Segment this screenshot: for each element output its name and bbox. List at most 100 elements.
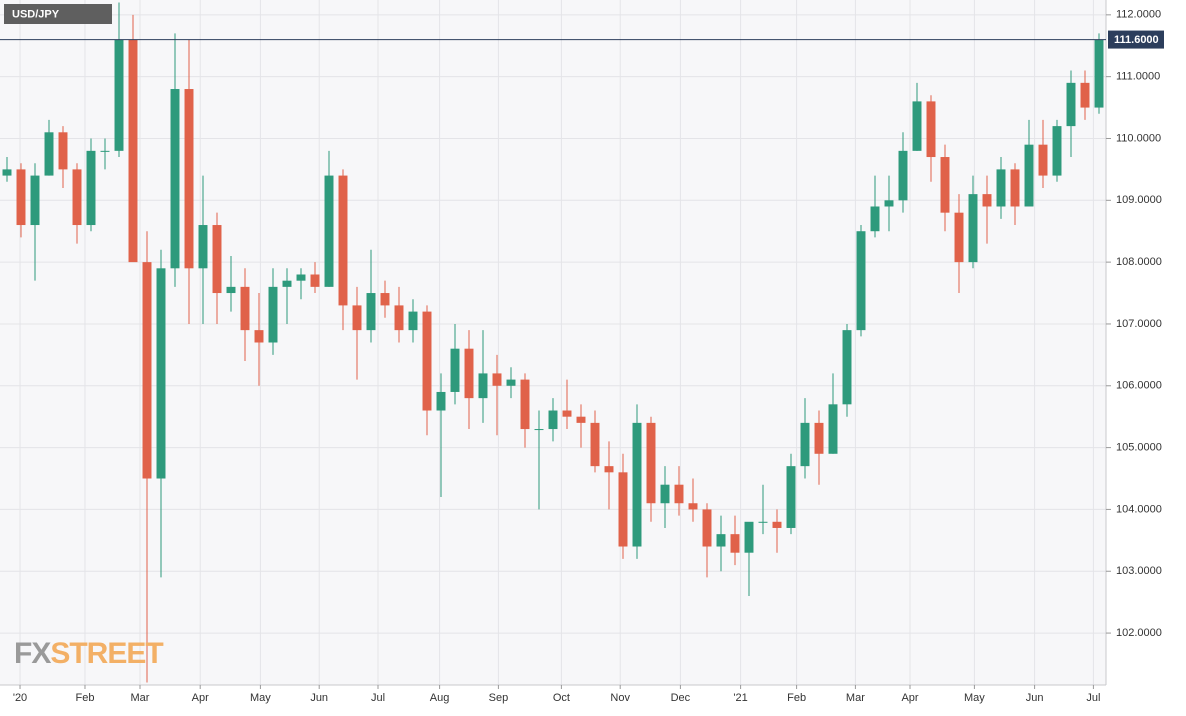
candle-body (562, 410, 572, 417)
candle-body (660, 484, 670, 504)
candle-body (86, 150, 96, 226)
x-tick-label: Jul (371, 692, 385, 704)
candle-body (30, 175, 40, 226)
candle-body (198, 225, 208, 269)
candle-body (506, 379, 516, 386)
x-tick-label: '21 (733, 692, 747, 704)
candle-body (940, 157, 950, 213)
candle-body (870, 206, 880, 232)
y-tick-label: 108.0000 (1116, 256, 1162, 268)
y-tick-label: 106.0000 (1116, 380, 1162, 392)
y-tick-label: 103.0000 (1116, 565, 1162, 577)
candle-body (128, 39, 138, 263)
y-tick-label: 102.0000 (1116, 627, 1162, 639)
candles (2, 2, 1104, 683)
candle-body (534, 429, 544, 431)
candle-body (702, 509, 712, 547)
candle-body (366, 293, 376, 331)
logo-fx: FX (14, 637, 51, 670)
logo: FXSTREET (14, 637, 163, 670)
candle-body (352, 305, 362, 331)
candle-body (450, 348, 460, 392)
x-tick-label: Jul (1086, 692, 1100, 704)
last-price-label: 111.6000 (1114, 34, 1159, 46)
candle-body (590, 422, 600, 467)
candle-body (758, 521, 768, 523)
x-tick-label: Jun (310, 692, 328, 704)
y-tick-label: 104.0000 (1116, 503, 1162, 515)
candle-body (814, 422, 824, 454)
x-tick-label: Feb (787, 692, 806, 704)
candle-body (212, 225, 222, 294)
candle-body (548, 410, 558, 430)
candle-body (800, 422, 810, 467)
x-tick-label: May (964, 692, 985, 704)
candle-body (688, 503, 698, 510)
logo-street: STREET (50, 637, 163, 670)
x-tick-label: '20 (13, 692, 27, 704)
candle-body (226, 286, 236, 294)
candle-body (632, 422, 642, 547)
candle-body (1038, 144, 1048, 176)
candle-body (422, 311, 432, 411)
last-price-box (1108, 30, 1164, 49)
y-tick-label: 109.0000 (1116, 194, 1162, 206)
candle-body (968, 194, 978, 263)
candle-body (296, 274, 306, 281)
candle-body (982, 194, 992, 207)
candle-body (492, 373, 502, 386)
title-box (4, 4, 112, 24)
candle-body (786, 466, 796, 528)
x-tick-label: Feb (75, 692, 94, 704)
candle-body (324, 175, 334, 287)
candle-body (394, 305, 404, 331)
x-tick-label: Aug (430, 692, 450, 704)
y-tick-label: 107.0000 (1116, 318, 1162, 330)
candle-body (618, 472, 628, 547)
candle-body (1094, 39, 1104, 108)
x-tick-label: Sep (489, 692, 509, 704)
candle-body (380, 293, 390, 306)
x-tick-label: Apr (192, 692, 209, 704)
candle-body (828, 404, 838, 454)
x-tick-label: Jun (1026, 692, 1044, 704)
candle-body (58, 132, 68, 170)
candle-body (156, 268, 166, 479)
x-tick-label: Mar (846, 692, 865, 704)
candle-body (1052, 126, 1062, 176)
candle-body (954, 212, 964, 263)
candle-body (254, 330, 264, 343)
x-tick-label: May (250, 692, 271, 704)
candle-body (1066, 82, 1076, 127)
chart-title: USD/JPY (12, 8, 60, 20)
plot-background (0, 0, 1106, 685)
candle-body (604, 466, 614, 473)
candle-body (856, 231, 866, 331)
candle-body (772, 521, 782, 528)
candle-body (114, 39, 124, 151)
x-tick-label: Nov (610, 692, 630, 704)
candle-body (464, 348, 474, 399)
candle-body (16, 169, 26, 226)
candle-body (674, 484, 684, 504)
x-tick-label: Dec (671, 692, 691, 704)
candle-body (884, 200, 894, 207)
candle-body (310, 274, 320, 287)
candle-body (338, 175, 348, 306)
candle-body (1080, 82, 1090, 108)
x-tick-label: Apr (901, 692, 918, 704)
candle-body (2, 169, 12, 176)
candle-body (744, 521, 754, 553)
candle-body (1024, 144, 1034, 207)
candle-body (44, 132, 54, 176)
candle-body (268, 286, 278, 343)
y-tick-label: 105.0000 (1116, 442, 1162, 454)
candle-body (576, 416, 586, 423)
overlay: 102.0000 103.0000 104.0000 105.0000 106.0000… (0, 9, 1164, 704)
candle-body (100, 150, 110, 152)
candle-body (1010, 169, 1020, 207)
y-tick-label: 111.0000 (1116, 71, 1160, 83)
candle-body (520, 379, 530, 430)
candle-body (996, 169, 1006, 207)
